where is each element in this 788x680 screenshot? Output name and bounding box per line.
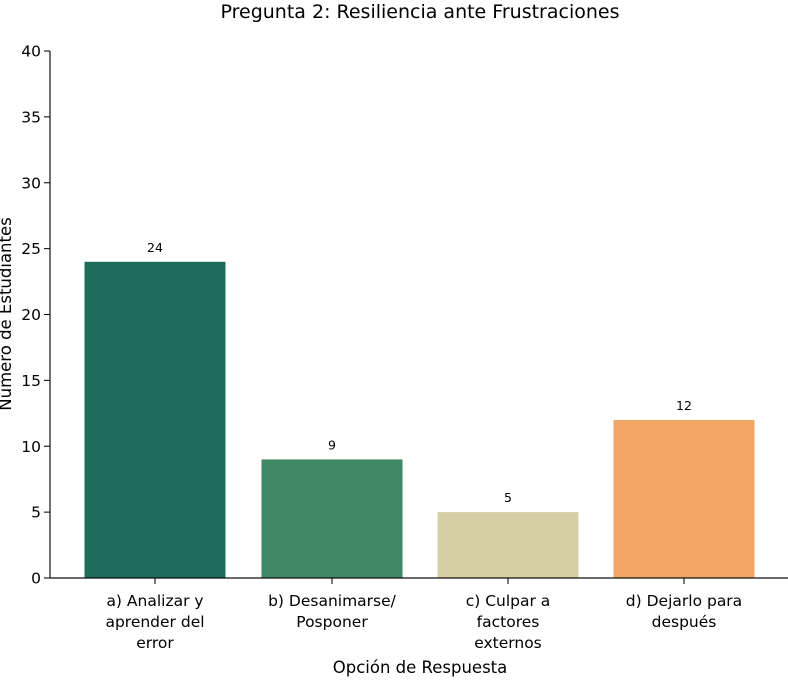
y-tick-label: 35 <box>21 108 41 126</box>
x-tick-label-line: c) Culpar a <box>466 592 551 610</box>
x-tick-label-line: Posponer <box>296 613 368 631</box>
x-tick-label-line: externos <box>474 634 542 652</box>
bar <box>613 419 755 578</box>
bar <box>437 512 579 578</box>
y-tick-label: 5 <box>31 504 41 522</box>
x-tick-label-line: después <box>652 613 717 631</box>
x-tick-label-line: error <box>136 634 174 652</box>
y-tick-label: 25 <box>21 240 41 258</box>
bar <box>261 459 403 578</box>
x-tick-label-line: a) Analizar y <box>106 592 203 610</box>
bar-value-label: 5 <box>504 490 512 505</box>
chart-title: Pregunta 2: Resiliencia ante Frustracion… <box>221 1 620 23</box>
plot-area: 24 9 5 12 <box>84 240 755 578</box>
x-tick-label-line: b) Desanimarse/ <box>268 592 397 610</box>
x-tick-label: d) Dejarlo para después <box>626 592 742 631</box>
y-tick-label: 40 <box>21 43 41 61</box>
x-ticks: a) Analizar y aprender del error b) Desanim… <box>105 578 742 652</box>
bar-value-label: 12 <box>676 398 692 413</box>
y-ticks: 0 5 10 15 20 25 30 35 40 <box>21 43 50 588</box>
y-tick-label: 0 <box>31 570 41 588</box>
bar <box>84 261 226 578</box>
x-tick-label-line: factores <box>477 613 540 631</box>
x-tick-label: a) Analizar y aprender del error <box>105 592 204 652</box>
y-axis-label: Número de Estudiantes <box>0 217 15 410</box>
bar-value-label: 24 <box>147 240 163 255</box>
x-tick-label-line: aprender del <box>105 613 204 631</box>
y-tick-label: 20 <box>21 306 41 324</box>
y-tick-label: 10 <box>21 438 41 456</box>
x-tick-label: b) Desanimarse/Posponer <box>268 592 397 631</box>
bar-value-label: 9 <box>328 437 336 452</box>
x-tick-label: c) Culpar a factores externos <box>466 592 551 652</box>
y-tick-label: 15 <box>21 372 41 390</box>
x-axis-label: Opción de Respuesta <box>333 658 508 677</box>
y-tick-label: 30 <box>21 174 41 192</box>
x-tick-label-line: d) Dejarlo para <box>626 592 742 610</box>
